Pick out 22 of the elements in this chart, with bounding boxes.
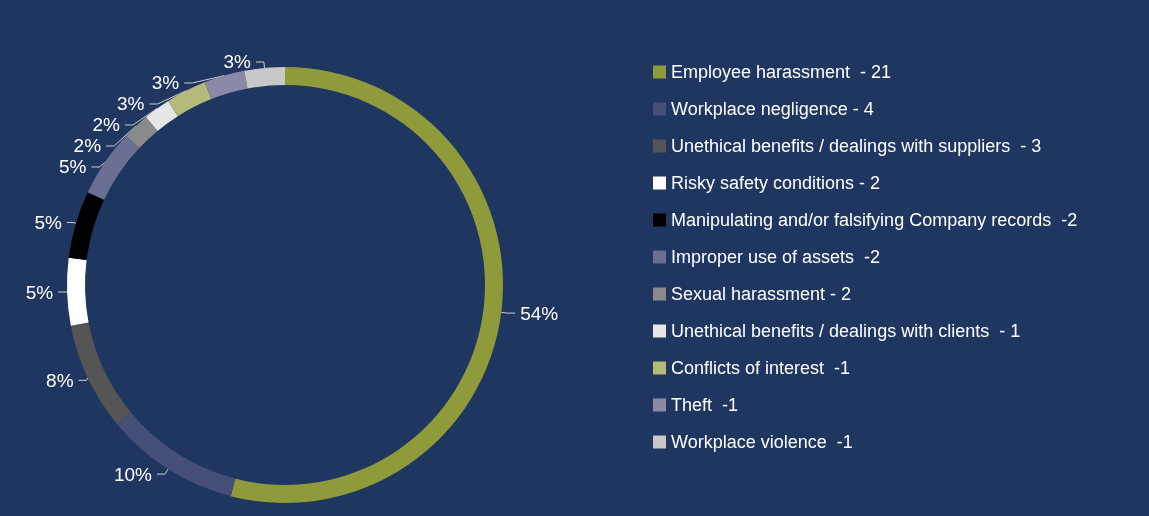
data-label: 2% — [92, 114, 120, 136]
data-label: 10% — [113, 463, 153, 485]
legend-label: Improper use of assets -2 — [671, 247, 881, 267]
legend-label: Conflicts of interest -1 — [671, 358, 851, 378]
legend-label: Unethical benefits / dealings with clients - 1 — [671, 321, 1021, 341]
legend-label: Manipulating and/or falsifying Company records -2 — [671, 210, 1078, 230]
legend-label: Unethical benefits / dealings with suppliers - 3 — [671, 136, 1042, 156]
data-label: 5% — [25, 281, 54, 303]
legend-label: Workplace violence -1 — [671, 432, 853, 452]
data-label: 3% — [151, 72, 180, 94]
legend-label: Workplace negligence - 4 — [671, 99, 874, 119]
legend-label: Sexual harassment - 2 — [671, 284, 852, 304]
data-label: 3% — [223, 51, 252, 73]
data-label: 3% — [116, 93, 145, 115]
data-label: 5% — [34, 212, 62, 234]
data-label: 54% — [520, 302, 559, 324]
data-label: 5% — [58, 156, 87, 178]
data-label: 2% — [73, 135, 102, 157]
data-label: 8% — [46, 369, 74, 391]
legend-label: Theft -1 — [671, 395, 739, 415]
legend-label: Risky safety conditions - 2 — [671, 173, 881, 193]
legend-label: Employee harassment - 21 — [671, 62, 892, 82]
